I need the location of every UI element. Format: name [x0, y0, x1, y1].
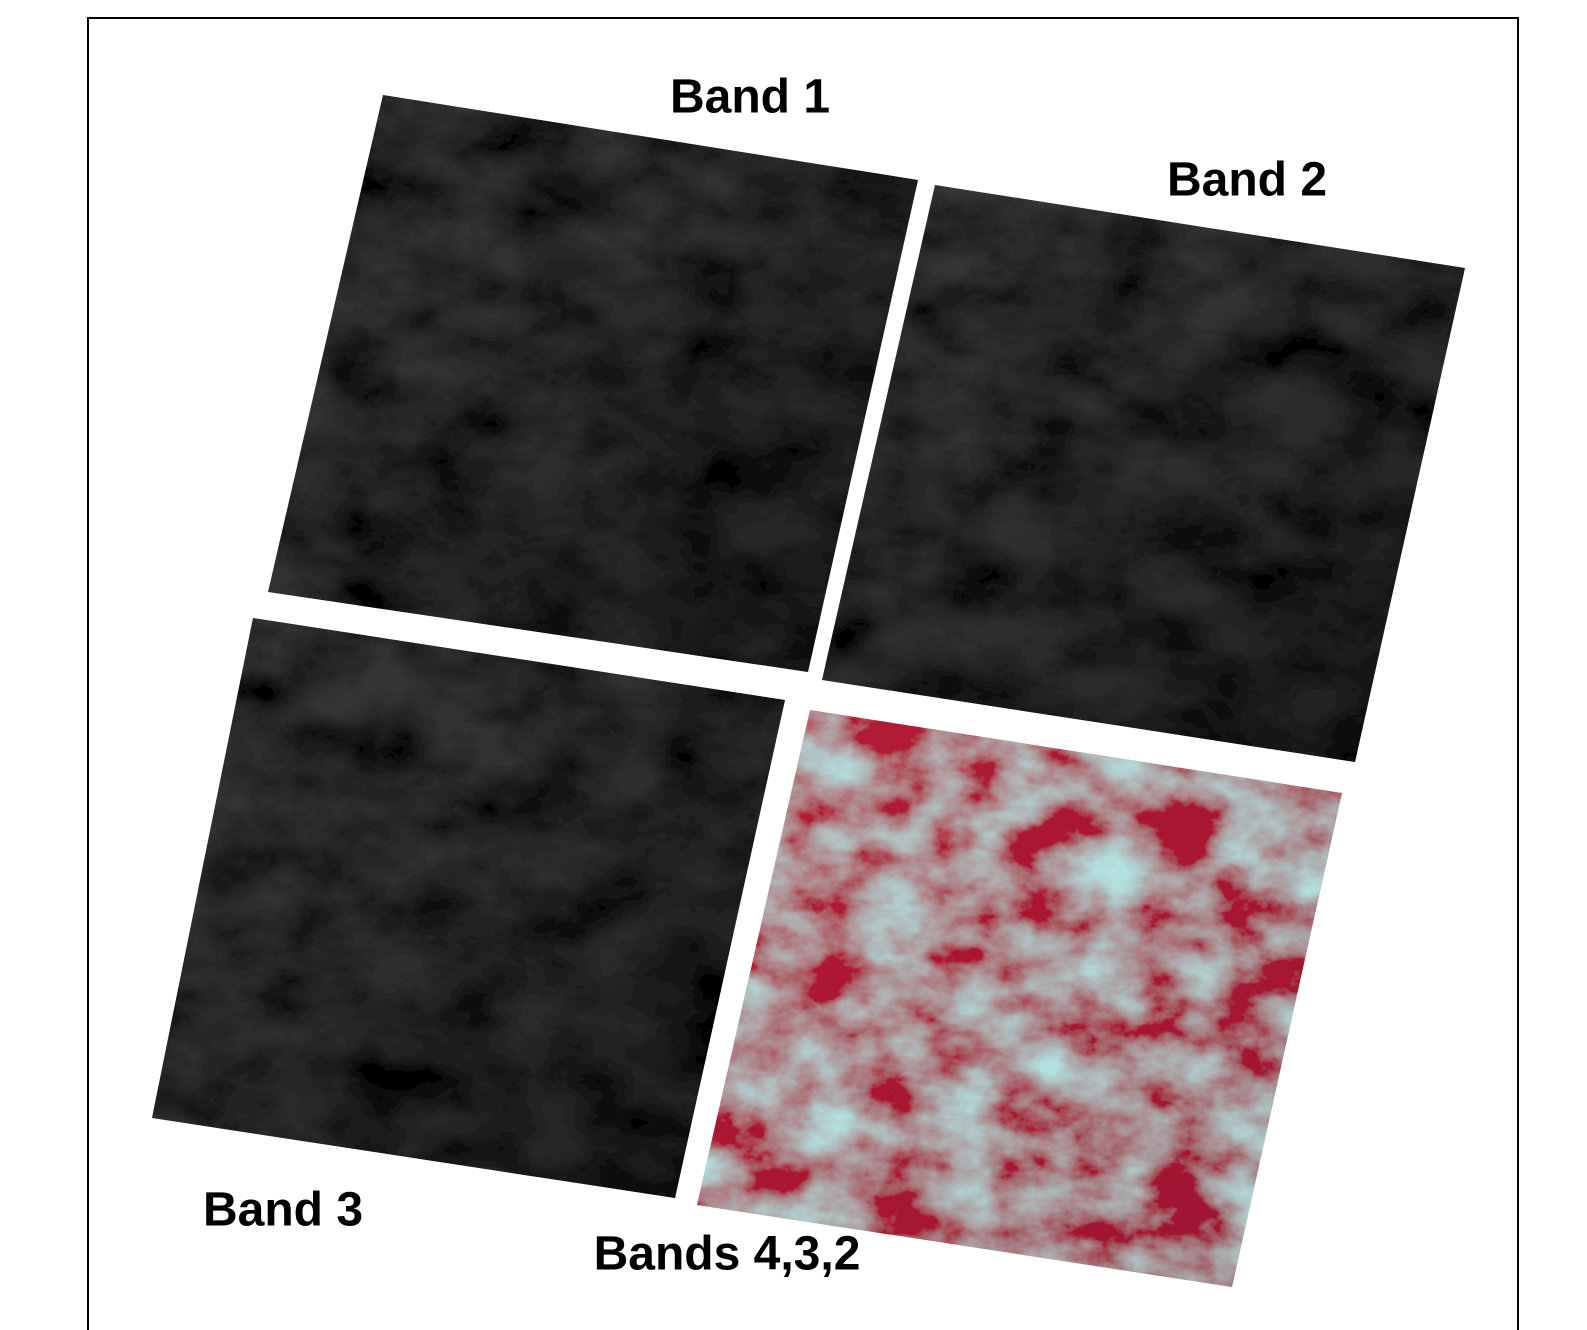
band-1-image [268, 95, 918, 672]
panel-label: Band 3 [203, 1184, 363, 1237]
page: Band 1 Band 2 Band 3 Bands 4,3,2 (() => … [0, 0, 1587, 1330]
composite-image [697, 710, 1342, 1287]
panel-label: Band 2 [1167, 154, 1327, 207]
band-3-image [152, 618, 785, 1198]
figure: Band 1 Band 2 Band 3 Bands 4,3,2 [0, 0, 1587, 1330]
panel-label: Bands 4,3,2 [594, 1228, 861, 1281]
band-2-image [822, 185, 1465, 762]
panel-label: Band 1 [670, 71, 830, 124]
